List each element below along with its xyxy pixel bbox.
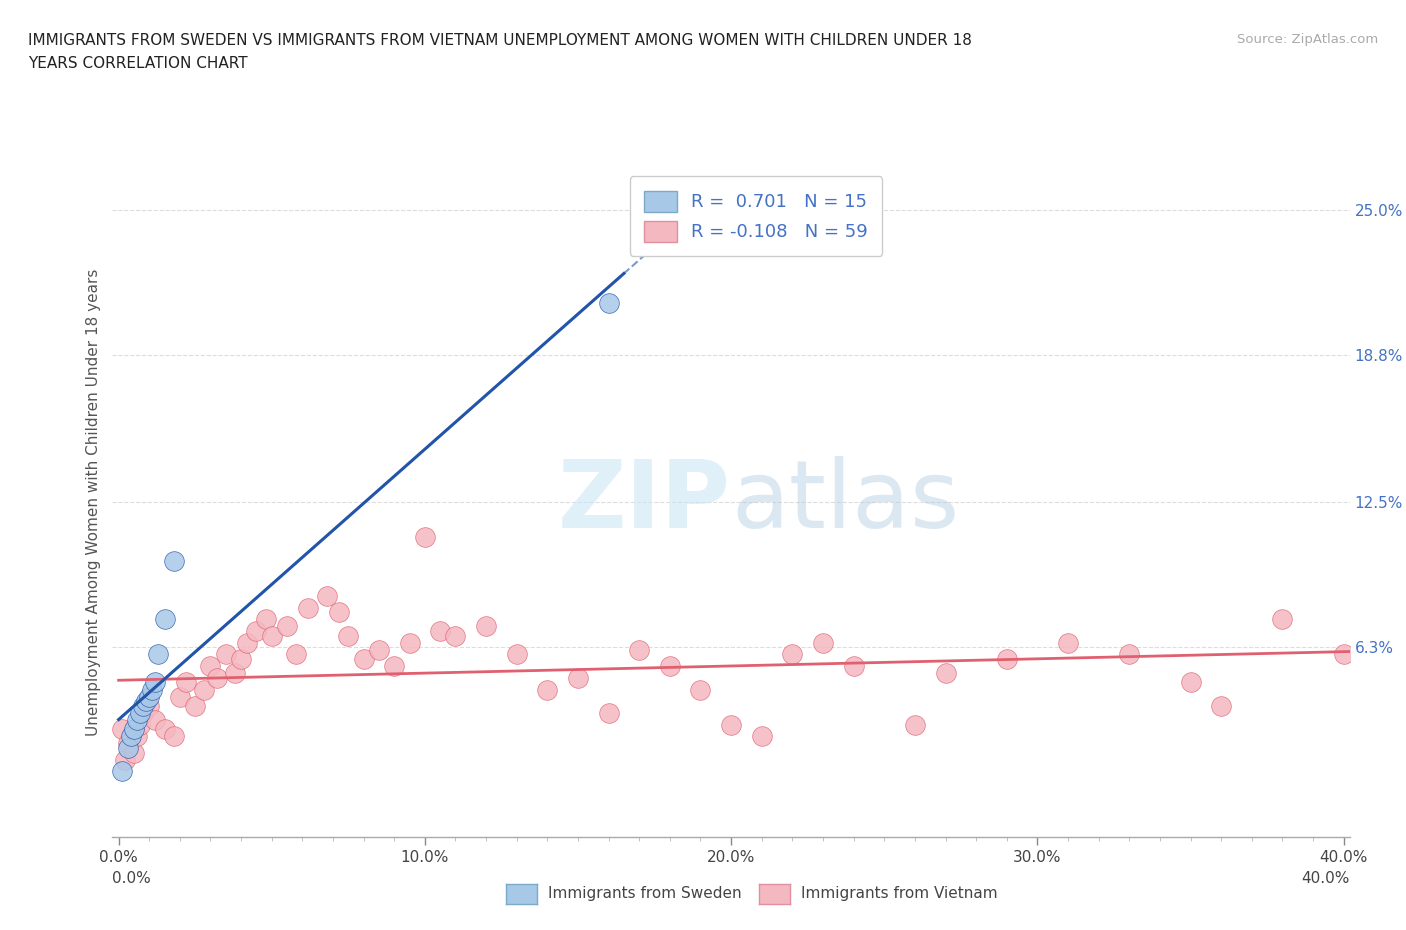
Point (751, 729, 773, 744)
Point (174, 675, 197, 690)
Point (205, 671, 228, 685)
Point (811, 635, 834, 650)
Point (138, 689, 160, 704)
Point (567, 671, 589, 685)
Point (260, 628, 283, 643)
Point (254, 612, 277, 627)
Point (236, 635, 259, 650)
Point (598, 296, 620, 311)
Point (125, 712, 148, 727)
Point (129, 706, 152, 721)
Point (153, 722, 176, 737)
Point (368, 643, 391, 658)
Point (193, 682, 215, 697)
Point (153, 612, 176, 627)
Point (328, 604, 350, 619)
Point (536, 682, 558, 697)
Point (117, 740, 139, 755)
Point (842, 658, 865, 673)
Text: atlas: atlas (731, 457, 959, 548)
Point (782, 647, 804, 662)
Legend: R =  0.701   N = 15, R = -0.108   N = 59: R = 0.701 N = 15, R = -0.108 N = 59 (630, 177, 882, 256)
Point (215, 647, 238, 662)
Point (138, 698, 160, 713)
Point (398, 635, 420, 650)
Point (125, 729, 148, 744)
Point (934, 666, 956, 681)
Point (689, 682, 711, 697)
Point (200, 658, 222, 673)
Point (315, 589, 337, 604)
Point (720, 717, 742, 732)
Text: 0.0%: 0.0% (112, 871, 152, 886)
Point (132, 706, 155, 721)
Text: Source: ZipAtlas.com: Source: ZipAtlas.com (1237, 33, 1378, 46)
Point (229, 652, 252, 667)
Point (143, 675, 166, 690)
Point (122, 745, 145, 760)
Text: Immigrants from Sweden: Immigrants from Sweden (548, 886, 742, 901)
Point (141, 682, 163, 697)
Point (111, 764, 134, 779)
Point (1057, 635, 1080, 650)
Point (382, 658, 405, 673)
Point (111, 722, 134, 737)
Point (658, 658, 681, 673)
Point (132, 698, 155, 713)
Point (276, 618, 298, 633)
Point (429, 623, 451, 638)
Point (475, 618, 498, 633)
Point (245, 623, 267, 638)
Point (184, 698, 207, 713)
Point (1271, 612, 1294, 627)
Point (224, 666, 246, 681)
Point (995, 652, 1018, 667)
Point (506, 647, 529, 662)
Point (1333, 647, 1355, 662)
Y-axis label: Unemployment Among Women with Children Under 18 years: Unemployment Among Women with Children U… (86, 269, 101, 736)
Point (122, 722, 145, 737)
Text: ZIP: ZIP (558, 457, 731, 548)
Point (163, 553, 186, 568)
Point (117, 736, 139, 751)
Point (598, 706, 620, 721)
Text: YEARS CORRELATION CHART: YEARS CORRELATION CHART (28, 56, 247, 71)
Point (413, 530, 436, 545)
Point (148, 647, 170, 662)
Point (163, 729, 186, 744)
Point (1211, 698, 1233, 713)
Text: Immigrants from Vietnam: Immigrants from Vietnam (801, 886, 998, 901)
Text: 40.0%: 40.0% (1302, 871, 1350, 886)
Point (353, 652, 375, 667)
Point (904, 717, 927, 732)
Point (120, 729, 142, 744)
Point (129, 717, 152, 732)
Point (297, 600, 319, 615)
Text: IMMIGRANTS FROM SWEDEN VS IMMIGRANTS FROM VIETNAM UNEMPLOYMENT AMONG WOMEN WITH : IMMIGRANTS FROM SWEDEN VS IMMIGRANTS FRO… (28, 33, 972, 47)
Point (337, 628, 360, 643)
Point (628, 643, 651, 658)
Point (1180, 675, 1202, 690)
Point (143, 712, 166, 727)
Point (1118, 647, 1140, 662)
Point (135, 694, 157, 709)
Point (444, 628, 467, 643)
Point (285, 647, 308, 662)
Point (169, 689, 191, 704)
Point (114, 752, 136, 767)
